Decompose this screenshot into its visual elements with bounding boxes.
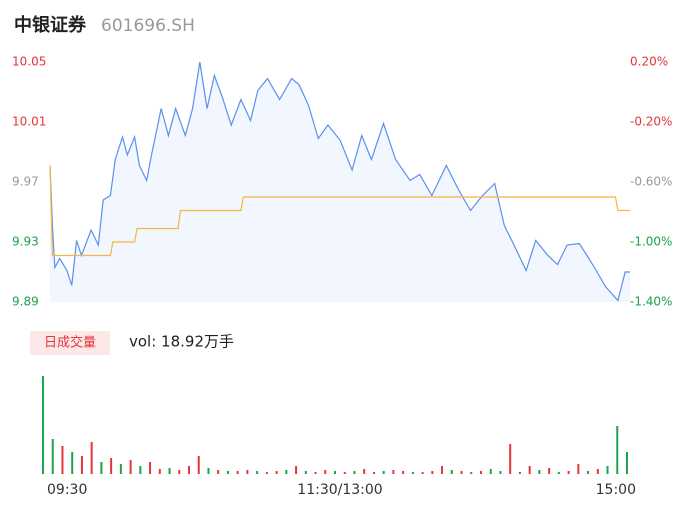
volume-bar: [265, 472, 268, 474]
volume-bar: [626, 452, 628, 474]
x-tick-label: 11:30/13:00: [297, 482, 382, 498]
volume-bar: [353, 471, 356, 474]
volume-bar: [402, 471, 405, 474]
volume-bar: [158, 469, 161, 474]
volume-bar: [372, 472, 375, 474]
volume-bar: [149, 462, 152, 474]
volume-bar: [295, 466, 298, 474]
volume-bar: [334, 471, 336, 474]
volume-tag-bg: [30, 331, 110, 355]
volume-bar: [110, 458, 113, 474]
volume-bar: [548, 468, 551, 474]
volume-bar: [304, 471, 307, 474]
volume-bar: [460, 471, 463, 474]
volume-bar: [557, 472, 560, 474]
volume-bar: [51, 439, 54, 474]
volume-bar: [80, 456, 83, 474]
volume-bar: [275, 471, 278, 474]
volume-bar: [324, 470, 327, 474]
volume-bar: [226, 471, 229, 474]
y-tick-label: 9.89: [12, 295, 39, 309]
x-tick-label: 09:30: [47, 482, 87, 498]
volume-bar: [616, 426, 619, 474]
volume-bar: [42, 376, 44, 474]
volume-bar: [207, 468, 210, 474]
volume-tag: 日成交量: [44, 335, 96, 351]
volume-bar: [382, 471, 385, 474]
y2-tick-label: -1.40%: [630, 295, 672, 309]
volume-bar: [509, 444, 512, 474]
y-tick-label: 10.05: [12, 55, 46, 69]
volume-bar: [499, 471, 502, 474]
y-tick-label: 9.93: [12, 235, 39, 249]
volume-bar: [246, 470, 249, 474]
volume-bar: [538, 470, 541, 474]
volume-bar: [119, 464, 122, 474]
volume-bar: [129, 460, 132, 474]
price-area: [50, 62, 630, 302]
volume-bar: [90, 442, 93, 474]
volume-bar: [450, 470, 453, 474]
volume-bar: [489, 469, 492, 474]
volume-bar: [139, 466, 142, 474]
y2-tick-label: -1.00%: [630, 235, 672, 249]
volume-bar: [314, 472, 317, 474]
volume-bar: [236, 471, 239, 474]
volume-bar: [587, 471, 590, 474]
y-tick-label: 9.97: [12, 175, 39, 189]
volume-bar: [596, 469, 599, 474]
price-line: [49, 61, 630, 302]
volume-bar: [421, 472, 424, 474]
stock-code: 601696.SH: [101, 16, 195, 36]
volume-bar: [71, 452, 74, 474]
volume-bar: [168, 468, 171, 474]
volume-bar: [441, 466, 444, 474]
average-line: [49, 165, 630, 257]
volume-bar: [61, 446, 64, 474]
x-tick-label: 15:00: [596, 482, 636, 498]
volume-bar: [217, 470, 220, 474]
y2-tick-label: -0.60%: [630, 175, 672, 189]
volume-bar: [480, 471, 482, 474]
volume-bar: [470, 472, 473, 474]
volume-bar: [528, 466, 531, 474]
volume-bar: [178, 470, 181, 474]
y-tick-label: 10.01: [12, 115, 46, 129]
y2-tick-label: 0.20%: [630, 55, 668, 69]
volume-bar: [188, 466, 190, 474]
volume-bar: [518, 472, 521, 474]
volume-bar: [577, 464, 580, 474]
volume-bar: [343, 472, 346, 474]
volume-bar: [567, 471, 570, 474]
volume-bar: [256, 471, 259, 474]
volume-bar: [392, 470, 395, 474]
volume-bar: [411, 472, 414, 474]
volume-bar: [285, 470, 288, 474]
volume-bar: [197, 456, 200, 474]
volume-total: vol: 18.92万手: [129, 333, 234, 351]
volume-bar: [100, 462, 103, 474]
y2-tick-label: -0.20%: [630, 115, 672, 129]
volume-bar: [363, 469, 366, 474]
volume-bar: [606, 466, 609, 474]
volume-bar: [431, 471, 434, 474]
stock-name: 中银证券: [14, 14, 87, 36]
